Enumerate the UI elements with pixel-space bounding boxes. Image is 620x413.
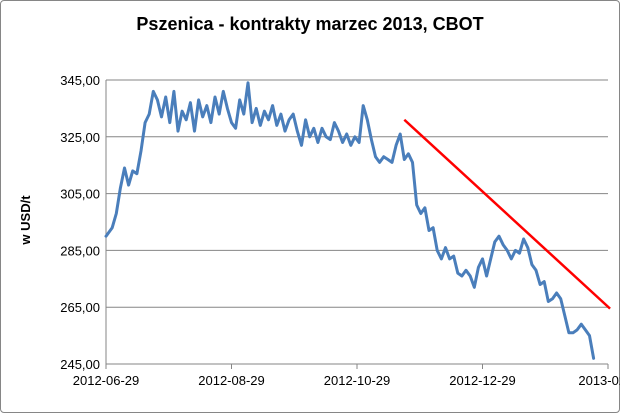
x-tick-label: 2013-02-2: [578, 373, 620, 388]
gridlines: [106, 79, 608, 365]
x-tick-label: 2012-12-29: [449, 373, 516, 388]
x-axis-ticks: 2012-06-29 2012-08-29 2012-10-29 2012-12-29…: [73, 364, 620, 388]
y-tick-label: 325,00: [60, 130, 100, 145]
y-tick-label: 285,00: [60, 243, 100, 258]
y-tick-label: 265,00: [60, 300, 100, 315]
y-tick-label: 245,00: [60, 357, 100, 372]
x-tick-label: 2012-08-29: [198, 373, 265, 388]
y-axis-ticks: 345,00 325,00 305,00 285,00 265,00 245,00: [60, 73, 100, 372]
y-tick-label: 345,00: [60, 73, 100, 88]
trend-line: [403, 118, 611, 310]
price-line: [104, 81, 596, 360]
axes: [105, 80, 608, 365]
x-tick-label: 2012-06-29: [73, 373, 140, 388]
series: [104, 81, 611, 360]
chart-title: Pszenica - kontrakty marzec 2013, CBOT: [136, 14, 484, 34]
x-tick-label: 2012-10-29: [324, 373, 391, 388]
y-tick-label: 305,00: [60, 187, 100, 202]
